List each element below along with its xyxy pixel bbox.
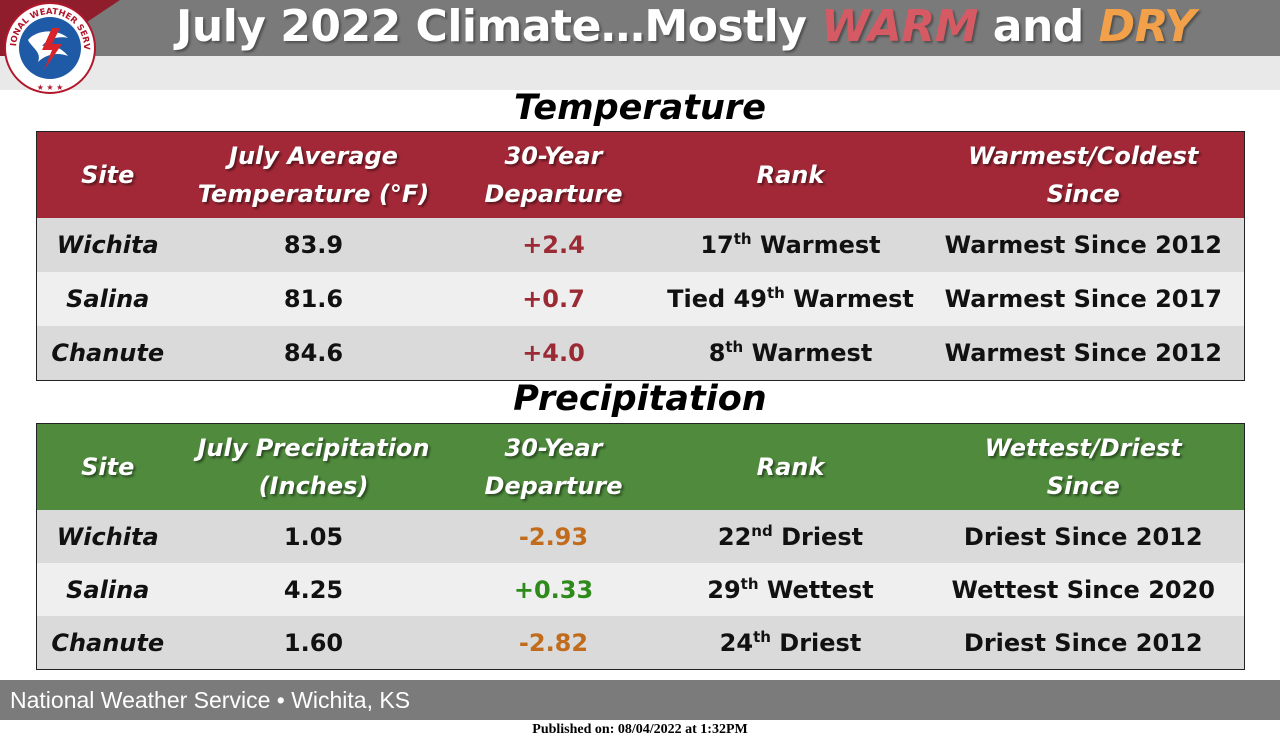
precipitation-header-row: Site July Precipitation (Inches) 30-Year D… [36, 423, 1245, 510]
col-value: July Precipitation (Inches) [178, 423, 449, 510]
site-cell: Wichita [36, 510, 179, 563]
value-cell: 1.60 [178, 616, 449, 670]
value-cell: 1.05 [178, 510, 449, 563]
table-row: Chanute 1.60 -2.82 24th Driest Driest Si… [36, 616, 1245, 670]
rank-cell: 17th Warmest [658, 218, 923, 272]
table-row: Wichita 1.05 -2.93 22nd Driest Driest Si… [36, 510, 1245, 563]
precipitation-table: Site July Precipitation (Inches) 30-Year D… [36, 423, 1245, 670]
table-row: Chanute 84.6 +4.0 8th Warmest Warmest Si… [36, 326, 1245, 381]
temperature-table: Site July Average Temperature (°F) 30-Yea… [36, 131, 1245, 381]
col-site: Site [36, 423, 179, 510]
since-cell: Warmest Since 2017 [922, 272, 1245, 326]
precipitation-section-title: Precipitation [513, 379, 767, 419]
rank-cell: 24th Driest [658, 616, 923, 670]
value-cell: 4.25 [178, 563, 449, 616]
col-value: July Average Temperature (°F) [178, 131, 449, 218]
page-title: July 2022 Climate…Mostly WARM and DRY [176, 1, 1196, 52]
site-cell: Wichita [36, 218, 179, 272]
value-cell: 84.6 [178, 326, 449, 381]
site-cell: Salina [36, 272, 179, 326]
since-cell: Warmest Since 2012 [922, 326, 1245, 381]
title-warm: WARM [821, 1, 978, 52]
rank-cell: Tied 49th Warmest [658, 272, 923, 326]
col-departure: 30-Year Departure [448, 423, 659, 510]
departure-cell: -2.93 [448, 510, 659, 563]
value-cell: 83.9 [178, 218, 449, 272]
published-date: Published on: 08/04/2022 at 1:32PM [532, 722, 748, 737]
col-site: Site [36, 131, 179, 218]
col-rank: Rank [658, 423, 923, 510]
footer-bar: National Weather Service • Wichita, KS [0, 680, 1280, 720]
departure-cell: +0.33 [448, 563, 659, 616]
rank-cell: 8th Warmest [658, 326, 923, 381]
col-since: Warmest/Coldest Since [922, 131, 1245, 218]
table-row: Salina 4.25 +0.33 29th Wettest Wettest S… [36, 563, 1245, 616]
footer-office: National Weather Service • Wichita, KS [10, 687, 411, 713]
nws-logo: NATIONAL WEATHER SERVICE ★ ★ ★ [2, 0, 96, 94]
departure-cell: -2.82 [448, 616, 659, 670]
table-row: Salina 81.6 +0.7 Tied 49th Warmest Warme… [36, 272, 1245, 326]
title-dry: DRY [1098, 1, 1196, 52]
since-cell: Warmest Since 2012 [922, 218, 1245, 272]
site-cell: Chanute [36, 616, 179, 670]
svg-text:★ ★ ★: ★ ★ ★ [37, 83, 64, 92]
departure-cell: +4.0 [448, 326, 659, 381]
since-cell: Driest Since 2012 [922, 616, 1245, 670]
since-cell: Wettest Since 2020 [922, 563, 1245, 616]
departure-cell: +0.7 [448, 272, 659, 326]
col-departure: 30-Year Departure [448, 131, 659, 218]
since-cell: Driest Since 2012 [922, 510, 1245, 563]
site-cell: Salina [36, 563, 179, 616]
temperature-section-title: Temperature [514, 88, 766, 128]
rank-cell: 22nd Driest [658, 510, 923, 563]
rank-cell: 29th Wettest [658, 563, 923, 616]
value-cell: 81.6 [178, 272, 449, 326]
col-since: Wettest/Driest Since [922, 423, 1245, 510]
col-rank: Rank [658, 131, 923, 218]
temperature-header-row: Site July Average Temperature (°F) 30-Yea… [36, 131, 1245, 218]
table-row: Wichita 83.9 +2.4 17th Warmest Warmest S… [36, 218, 1245, 272]
title-bar: July 2022 Climate…Mostly WARM and DRY [0, 0, 1280, 56]
departure-cell: +2.4 [448, 218, 659, 272]
site-cell: Chanute [36, 326, 179, 381]
sub-bar [0, 56, 1280, 90]
